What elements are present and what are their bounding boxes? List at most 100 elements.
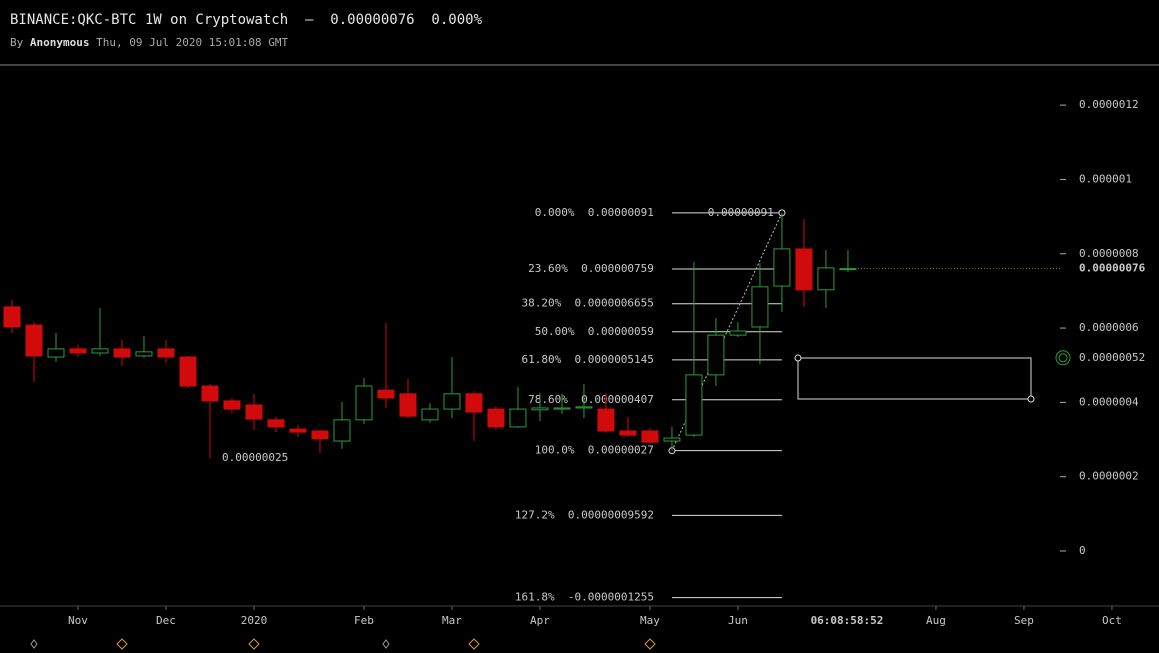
candle-body xyxy=(443,393,461,410)
event-marker xyxy=(248,638,260,650)
fib-label: 0.000% 0.00000091 xyxy=(535,206,654,219)
candle-body xyxy=(69,348,87,354)
x-tick-label: Feb xyxy=(354,614,374,627)
candle-body xyxy=(707,334,725,376)
low-annotation: 0.00000025 xyxy=(222,451,288,464)
fib-price: 0.00000059 xyxy=(588,325,654,338)
fib-price: 0.000000407 xyxy=(581,393,654,406)
candle-body xyxy=(531,407,549,411)
candle-body xyxy=(817,267,835,291)
x-tick-label: Apr xyxy=(530,614,550,627)
chart-title: BINANCE:QKC-BTC 1W on Cryptowatch – 0.00… xyxy=(10,12,483,28)
event-marker xyxy=(644,638,656,650)
fib-ratio: 100.0% xyxy=(535,444,575,457)
candle-body xyxy=(201,385,219,402)
marker-icon xyxy=(1055,350,1071,366)
author: Anonymous xyxy=(30,36,90,49)
candle-body xyxy=(619,430,637,436)
candle-body xyxy=(355,385,373,421)
candle-body xyxy=(223,400,241,410)
fib-ratio: 23.60% xyxy=(528,262,568,275)
candle-body xyxy=(377,389,395,399)
fib-ratio: 61.80% xyxy=(521,353,561,366)
candle-body xyxy=(113,348,131,358)
event-markers xyxy=(30,638,656,650)
candle-body xyxy=(399,393,417,417)
y-tick-label: 0.000001 xyxy=(1079,172,1132,185)
candle-body xyxy=(773,248,791,287)
fib-ratio: 161.8% xyxy=(515,591,555,604)
fib-label: 50.00% 0.00000059 xyxy=(535,325,654,338)
fib-price: 0.000000759 xyxy=(581,262,654,275)
candle-body xyxy=(267,419,285,428)
candle-body xyxy=(795,248,813,291)
candle-body xyxy=(3,306,21,328)
fib-price: -0.0000001255 xyxy=(568,591,654,604)
candle-body xyxy=(135,351,153,357)
handle xyxy=(1027,395,1035,403)
byline-prefix: By xyxy=(10,36,24,49)
x-tick-label: Nov xyxy=(68,614,88,627)
fib-ratio: 38.20% xyxy=(521,297,561,310)
fib-price: 0.0000005145 xyxy=(574,353,653,366)
fib-label: 38.20% 0.0000006655 xyxy=(521,297,653,310)
candle-body xyxy=(333,419,351,442)
handle xyxy=(794,354,802,362)
event-marker xyxy=(468,638,480,650)
fib-price: 0.00000009592 xyxy=(568,508,654,521)
y-tick-label: 0.0000002 xyxy=(1079,470,1139,483)
countdown: 06:08:58:52 xyxy=(811,614,884,627)
date: Thu, 09 Jul 2020 15:01:08 GMT xyxy=(96,36,288,49)
candle-body xyxy=(47,348,65,358)
candle-body xyxy=(663,437,681,442)
x-tick-label: May xyxy=(640,614,660,627)
y-tick-label: 0.0000008 xyxy=(1079,247,1139,260)
y-tick-label: 0 xyxy=(1079,544,1086,557)
candle-body xyxy=(25,324,43,357)
candle-body xyxy=(509,408,527,428)
fib-label: 78.60% 0.000000407 xyxy=(528,393,654,406)
byline: By Anonymous Thu, 09 Jul 2020 15:01:08 G… xyxy=(10,36,289,49)
fib-price: 0.0000006655 xyxy=(574,297,653,310)
fib-label: 161.8% -0.0000001255 xyxy=(515,591,654,604)
candle-body xyxy=(729,330,747,336)
candle-body xyxy=(289,428,307,433)
event-marker xyxy=(30,639,38,649)
range-box xyxy=(797,357,1032,400)
fib-price: 0.00000027 xyxy=(588,444,654,457)
x-tick-label: Dec xyxy=(156,614,176,627)
candle-body xyxy=(245,404,263,420)
fib-label: 127.2% 0.00000009592 xyxy=(515,508,654,521)
x-tick-label: Oct xyxy=(1102,614,1122,627)
candle-body xyxy=(465,393,483,413)
candle-body xyxy=(421,408,439,421)
fib-ratio: 127.2% xyxy=(515,508,555,521)
candle-body xyxy=(553,407,571,410)
candle-body xyxy=(91,348,109,354)
fib-ratio: 0.000% xyxy=(535,206,575,219)
marker-icon-inner xyxy=(1058,353,1068,363)
fib-label: 100.0% 0.00000027 xyxy=(535,444,654,457)
last-price-label: 0.00000076 xyxy=(1079,262,1146,275)
y-tick-label: 0.0000004 xyxy=(1079,395,1139,408)
candle-body xyxy=(179,356,197,387)
fib-price: 0.00000091 xyxy=(588,206,654,219)
x-tick-label: Aug xyxy=(926,614,946,627)
candle-body xyxy=(157,348,175,358)
candle-body xyxy=(487,408,505,428)
event-marker xyxy=(382,639,390,649)
fib-label: 23.60% 0.000000759 xyxy=(528,262,654,275)
fib-ratio: 78.60% xyxy=(528,393,568,406)
fib-ratio: 50.00% xyxy=(535,325,575,338)
marker-label: 0.00000052 xyxy=(1079,351,1145,364)
x-tick-label: Mar xyxy=(442,614,462,627)
trend-end-label: 0.00000091 xyxy=(708,206,774,219)
candle-body xyxy=(839,268,857,271)
candle-body xyxy=(685,374,703,436)
x-tick-label: 2020 xyxy=(241,614,268,627)
x-tick-label: Sep xyxy=(1014,614,1034,627)
candle-body xyxy=(597,408,615,432)
y-tick-label: 0.0000012 xyxy=(1079,98,1139,111)
x-tick-label: Jun xyxy=(728,614,748,627)
